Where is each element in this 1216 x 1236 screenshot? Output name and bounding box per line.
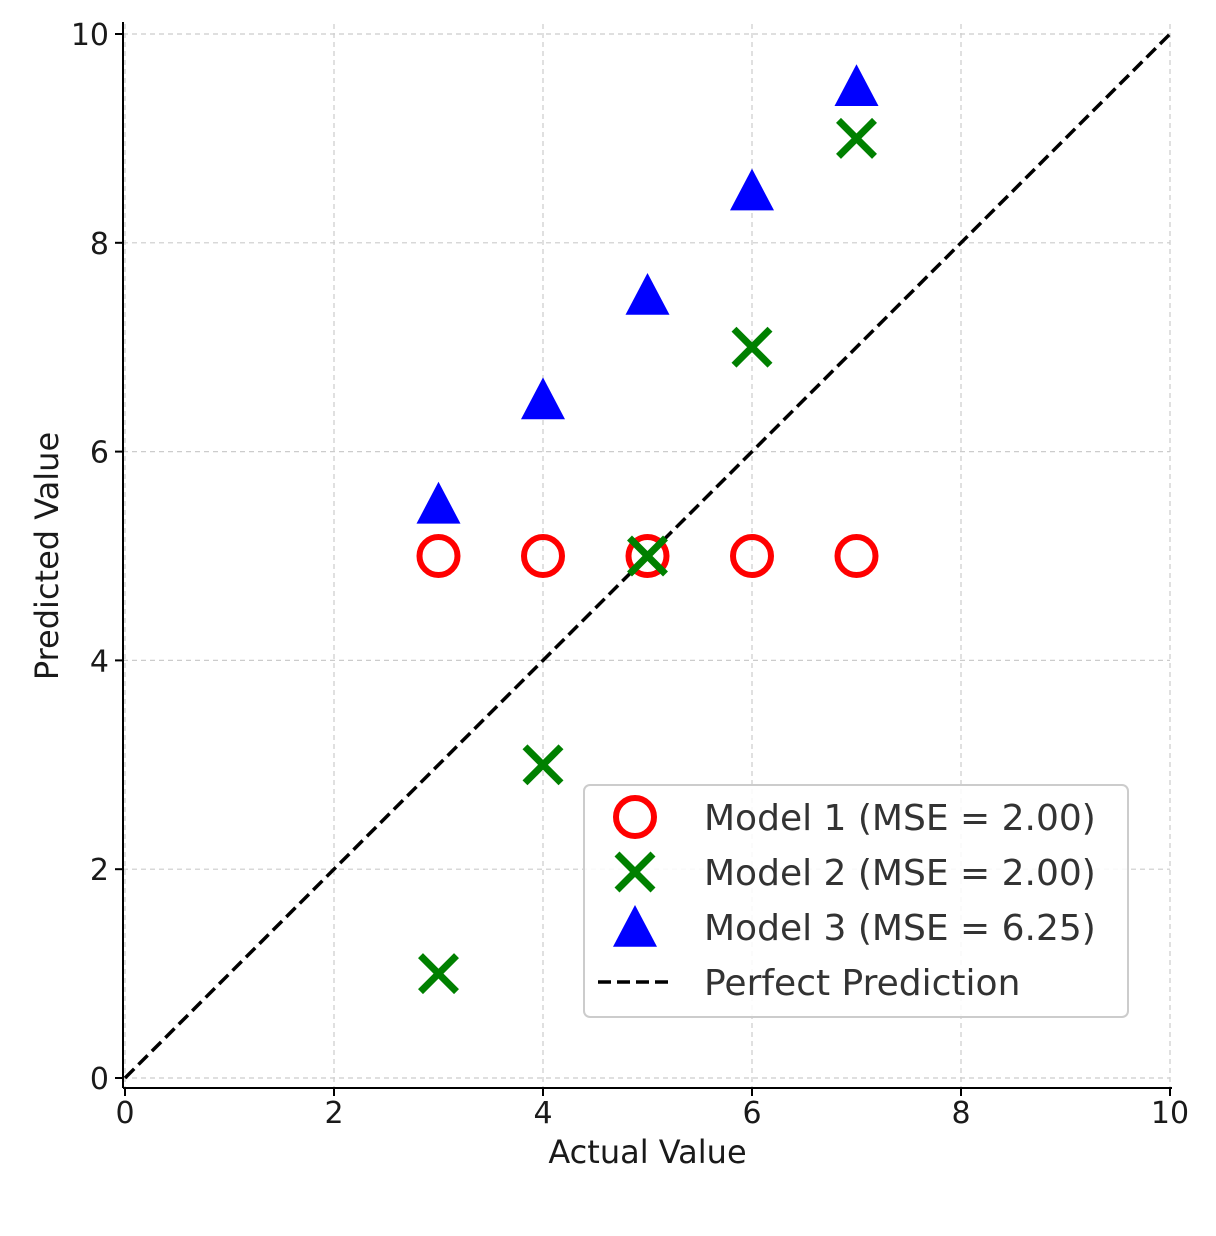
x-tick-label: 0 <box>115 1096 134 1131</box>
legend-label-model-2: Model 2 (MSE = 2.00) <box>704 853 1096 894</box>
point-model-3 <box>834 64 879 106</box>
point-model-3 <box>521 377 565 420</box>
data-points <box>416 64 879 995</box>
legend-label-perfect-prediction: Perfect Prediction <box>704 963 1020 1004</box>
point-model-2-stroke <box>522 744 564 786</box>
point-model-1 <box>625 534 670 578</box>
x-tick-label: 2 <box>324 1096 343 1131</box>
legend-marker-model-2-stroke <box>614 851 656 893</box>
series-model-1 <box>416 534 879 578</box>
legend-marker-model-2 <box>614 851 656 893</box>
legend-label-model-1: Model 1 (MSE = 2.00) <box>704 798 1096 839</box>
point-model-1 <box>416 534 461 578</box>
point-model-2-stroke <box>418 953 459 995</box>
point-model-3 <box>416 481 461 524</box>
axes <box>122 22 1172 1089</box>
x-tick-label: 4 <box>533 1096 552 1131</box>
y-tick-label: 8 <box>90 227 109 262</box>
series-model-2 <box>418 117 877 995</box>
legend-box <box>583 784 1129 1018</box>
x-tick-label: 6 <box>742 1096 761 1131</box>
y-tick-label: 0 <box>90 1062 109 1097</box>
point-model-2-stroke <box>836 117 877 159</box>
point-model-2 <box>418 953 459 995</box>
x-tick-label: 10 <box>1151 1096 1189 1131</box>
point-model-3 <box>730 168 774 211</box>
point-model-2-stroke <box>731 326 773 368</box>
y-tick-label: 10 <box>71 18 109 53</box>
legend-label-model-3: Model 3 (MSE = 6.25) <box>704 908 1096 949</box>
point-model-2 <box>836 117 877 159</box>
series-model-3 <box>416 64 879 524</box>
x-tick-label: 8 <box>951 1096 970 1131</box>
point-model-2 <box>627 535 668 577</box>
legend-marker-model-1 <box>613 795 657 839</box>
point-model-2 <box>522 744 564 786</box>
y-tick-label: 6 <box>90 436 109 471</box>
point-model-2-stroke <box>627 535 668 577</box>
point-model-1 <box>730 534 774 578</box>
y-tick-label: 4 <box>90 644 109 679</box>
point-model-2 <box>731 326 773 368</box>
y-tick-label: 2 <box>90 853 109 888</box>
y-axis-label: Predicted Value <box>28 432 66 680</box>
legend: Model 1 (MSE = 2.00) Model 2 (MSE = 2.00)… <box>583 784 1129 1018</box>
point-model-3 <box>625 273 670 315</box>
point-model-1 <box>834 534 879 578</box>
point-model-1 <box>521 534 565 578</box>
tick-labels: 0 2 4 6 8 10 0 2 4 6 8 10 <box>71 18 1189 1131</box>
legend-marker-model-3 <box>613 905 657 947</box>
x-axis-label: Actual Value <box>548 1133 746 1171</box>
